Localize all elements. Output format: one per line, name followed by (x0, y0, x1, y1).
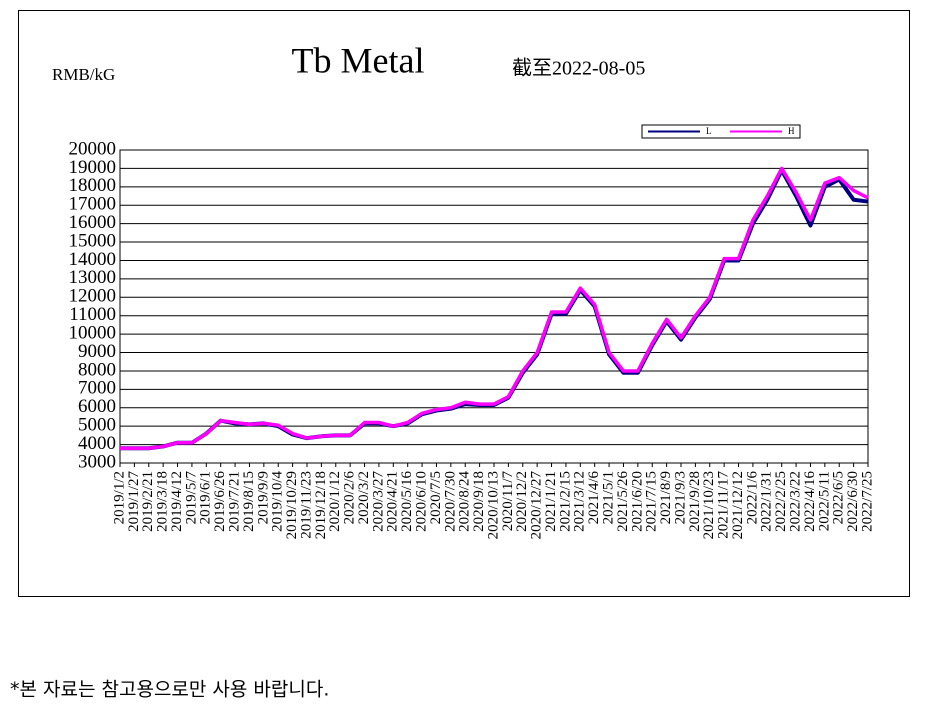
y-tick-label: 18000 (69, 175, 117, 196)
x-tick-label: 2019/5/7 (183, 471, 199, 525)
legend-label: H (788, 126, 795, 136)
x-tick-label: 2019/7/21 (227, 471, 243, 532)
x-tick-label: 2020/2/6 (342, 471, 358, 525)
x-tick-label: 2022/1/6 (744, 471, 760, 525)
x-tick-label: 2019/9/9 (255, 471, 271, 524)
x-tick-label: 2019/10/29 (284, 471, 300, 539)
y-tick-label: 8000 (78, 359, 116, 380)
x-tick-label: 2021/7/15 (644, 471, 660, 532)
x-tick-label: 2022/1/31 (759, 471, 775, 532)
x-tick-label: 2019/1/2 (111, 471, 127, 524)
x-tick-label: 2021/5/26 (615, 471, 631, 532)
y-tick-label: 16000 (69, 212, 117, 233)
x-tick-label: 2019/10/4 (270, 471, 286, 532)
x-tick-label: 2019/8/15 (241, 471, 257, 532)
x-tick-label: 2020/1/12 (327, 471, 343, 532)
x-tick-label: 2020/3/27 (370, 471, 386, 532)
x-tick-label: 2021/3/12 (572, 471, 588, 532)
x-tick-label: 2020/5/16 (399, 471, 415, 532)
x-tick-label: 2021/11/17 (716, 471, 732, 539)
plot-area (119, 149, 869, 464)
x-tick-label: 2020/7/30 (442, 471, 458, 532)
x-tick-label: 2022/4/16 (802, 471, 818, 532)
footnote: *본 자료는 참고용으로만 사용 바랍니다. (10, 679, 329, 701)
y-tick-label: 4000 (78, 433, 116, 454)
x-tick-label: 2020/7/5 (428, 471, 444, 524)
chart-subtitle: 截至2022-08-05 (512, 57, 645, 80)
x-tick-label: 2019/6/26 (212, 471, 228, 532)
y-tick-label: 14000 (69, 249, 117, 270)
x-tick-label: 2022/3/22 (788, 471, 804, 532)
legend-label: L (706, 126, 712, 136)
x-tick-label: 2019/2/21 (140, 471, 156, 532)
x-tick-label: 2021/10/23 (701, 471, 717, 539)
y-tick-label: 7000 (78, 378, 116, 399)
x-tick-label: 2020/4/21 (385, 471, 401, 532)
x-tick-label: 2019/6/1 (198, 471, 214, 524)
x-tick-label: 2021/5/1 (601, 471, 617, 524)
x-tick-label: 2021/9/28 (687, 471, 703, 532)
x-tick-label: 2021/12/12 (730, 471, 746, 539)
x-tick-label: 2022/6/30 (845, 471, 861, 532)
y-tick-label: 10000 (69, 322, 117, 343)
y-tick-label: 20000 (69, 138, 117, 159)
y-tick-label: 9000 (78, 341, 116, 362)
y-tick-label: 13000 (69, 267, 117, 288)
y-axis-label: RMB/kG (52, 65, 115, 84)
y-tick-label: 12000 (69, 286, 117, 307)
y-tick-label: 6000 (78, 396, 116, 417)
x-tick-label: 2022/7/25 (859, 471, 875, 532)
x-tick-label: 2020/9/18 (471, 471, 487, 532)
x-tick-label: 2019/4/12 (169, 471, 185, 532)
y-tick-label: 15000 (69, 230, 117, 251)
x-tick-label: 2019/1/27 (126, 471, 142, 532)
x-tick-label: 2021/1/21 (543, 471, 559, 532)
x-tick-label: 2020/8/24 (457, 471, 473, 532)
x-tick-label: 2021/9/3 (672, 471, 688, 524)
x-tick-label: 2022/6/5 (831, 471, 847, 524)
x-tick-label: 2021/6/20 (629, 471, 645, 532)
x-tick-label: 2019/11/23 (298, 471, 314, 539)
x-tick-label: 2020/10/13 (485, 471, 501, 539)
x-tick-label: 2020/12/27 (529, 471, 545, 540)
x-tick-label: 2020/6/10 (414, 471, 430, 532)
y-tick-label: 3000 (78, 451, 116, 472)
y-tick-label: 19000 (69, 157, 117, 178)
y-tick-label: 5000 (78, 415, 116, 436)
x-tick-label: 2020/11/7 (500, 471, 516, 532)
x-tick-label: 2020/12/2 (514, 471, 530, 532)
legend-box (641, 124, 801, 139)
x-tick-label: 2021/8/9 (658, 471, 674, 524)
chart-title: Tb Metal (292, 40, 425, 80)
x-tick-label: 2022/2/25 (773, 471, 789, 532)
line-series (120, 166, 869, 451)
x-tick-label: 2019/12/18 (313, 471, 329, 539)
y-tick-label: 17000 (69, 194, 117, 215)
x-tick-label: 2021/4/6 (586, 471, 602, 525)
x-tick-label: 2022/5/11 (816, 471, 832, 531)
x-tick-label: 2021/2/15 (557, 471, 573, 532)
y-tick-label: 11000 (69, 304, 116, 325)
x-tick-label: 2020/3/2 (356, 471, 372, 524)
x-tick-label: 2019/3/18 (155, 471, 171, 532)
